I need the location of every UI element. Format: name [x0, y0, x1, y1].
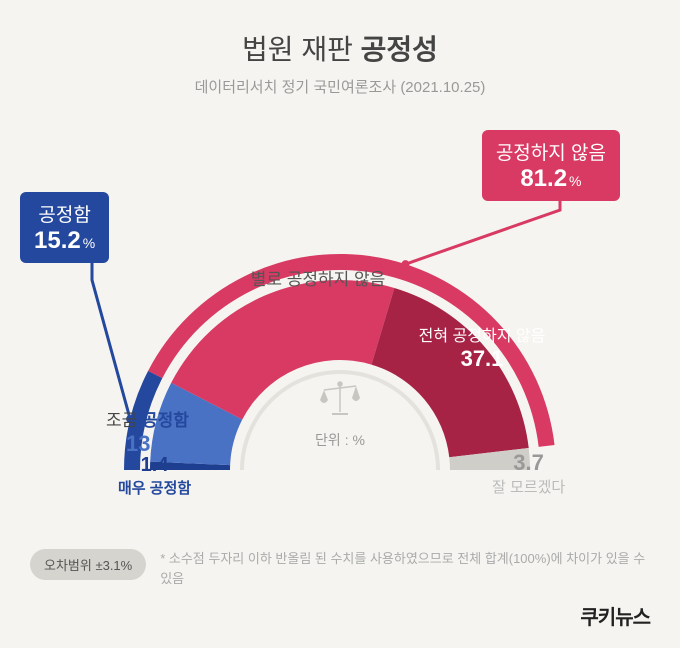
callout-unfair: 공정하지 않음 81.2%: [482, 130, 620, 201]
title-prefix: 법원 재판: [242, 34, 361, 65]
value-very-fair: 1.4: [118, 454, 191, 477]
callout-unfair-value: 81.2: [520, 165, 567, 192]
value-not-fair-at-all: 37.1: [392, 346, 572, 372]
label-somewhat-fair: 조금 공정함 13.8: [106, 406, 189, 457]
label-not-fair-at-all: 전혀 공정하지 않음 37.1: [392, 322, 572, 372]
unit-label: 단위 : %: [315, 430, 365, 450]
subtitle: 데이터리서치 정기 국민여론조사 (2021.10.25): [0, 76, 680, 97]
callout-fair-pct: %: [83, 235, 95, 251]
gauge-chart: 공정함 15.2% 공정하지 않음 81.2% 조금 공정함 13.8 1.4 …: [0, 110, 680, 510]
title-emphasis: 공정성: [361, 34, 438, 65]
source-logo: 쿠키뉴스: [580, 601, 650, 630]
footnote: * 소수점 두자리 이하 반올림 된 수치를 사용하였으므로 전체 합계(100…: [160, 549, 650, 588]
callout-fair-value: 15.2: [34, 227, 81, 254]
value-dont-know: 3.7: [492, 450, 565, 476]
scales-icon: [318, 380, 362, 425]
label-not-very-fair: 별로 공정하지 않음 44.1: [218, 265, 418, 316]
callout-fair: 공정함 15.2%: [20, 192, 109, 263]
page-title: 법원 재판 공정성: [0, 28, 680, 68]
label-very-fair: 1.4 매우 공정함: [118, 454, 191, 498]
callout-unfair-pct: %: [569, 173, 581, 189]
callout-unfair-label: 공정하지 않음: [496, 138, 606, 165]
value-not-very-fair: 44.1: [218, 290, 418, 316]
callout-fair-label: 공정함: [34, 200, 95, 227]
label-dont-know: 3.7 잘 모르겠다: [492, 450, 565, 497]
footer: 오차범위 ±3.1% * 소수점 두자리 이하 반올림 된 수치를 사용하였으므…: [30, 549, 650, 588]
margin-of-error: 오차범위 ±3.1%: [30, 549, 146, 580]
